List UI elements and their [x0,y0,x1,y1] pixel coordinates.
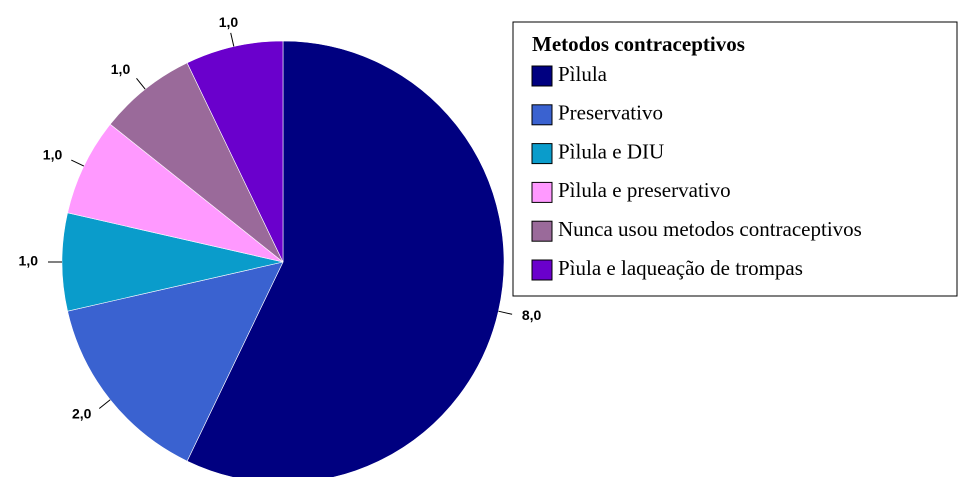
pie-slice [61,212,284,312]
legend-label: Pìlula e preservativo [558,178,731,202]
legend-label: Preservativo [558,101,663,125]
legend-swatch [531,65,553,87]
legend-swatch [531,220,553,242]
pie-slice [109,62,284,263]
legend-label: Pìula e laqueação de trompas [558,256,803,280]
leader-line [498,310,513,315]
leader-line [98,399,111,409]
value-label: 1,0 [111,61,131,77]
legend-label: Pìlula [558,62,608,86]
legend-title: Metodos contraceptivos [532,32,745,56]
leader-line [136,77,146,90]
value-label: 1,0 [19,253,39,269]
legend-label: Pìlula e DIU [558,139,664,163]
leader-line [71,159,85,167]
legend-swatch [531,259,553,281]
value-label: 8,0 [522,307,542,323]
value-label: 1,0 [219,14,239,30]
value-label: 2,0 [72,405,92,421]
legend-swatch [531,181,553,203]
legend-swatch [531,143,553,165]
pie-slice [67,261,284,462]
pie-slice [186,40,284,263]
legend-box [512,21,958,297]
pie-slice [186,40,505,477]
legend-label: Nunca usou metodos contraceptivos [558,217,862,241]
leader-line [230,32,235,47]
pie-slice [67,123,284,263]
value-label: 1,0 [43,146,63,162]
legend-swatch [531,104,553,126]
